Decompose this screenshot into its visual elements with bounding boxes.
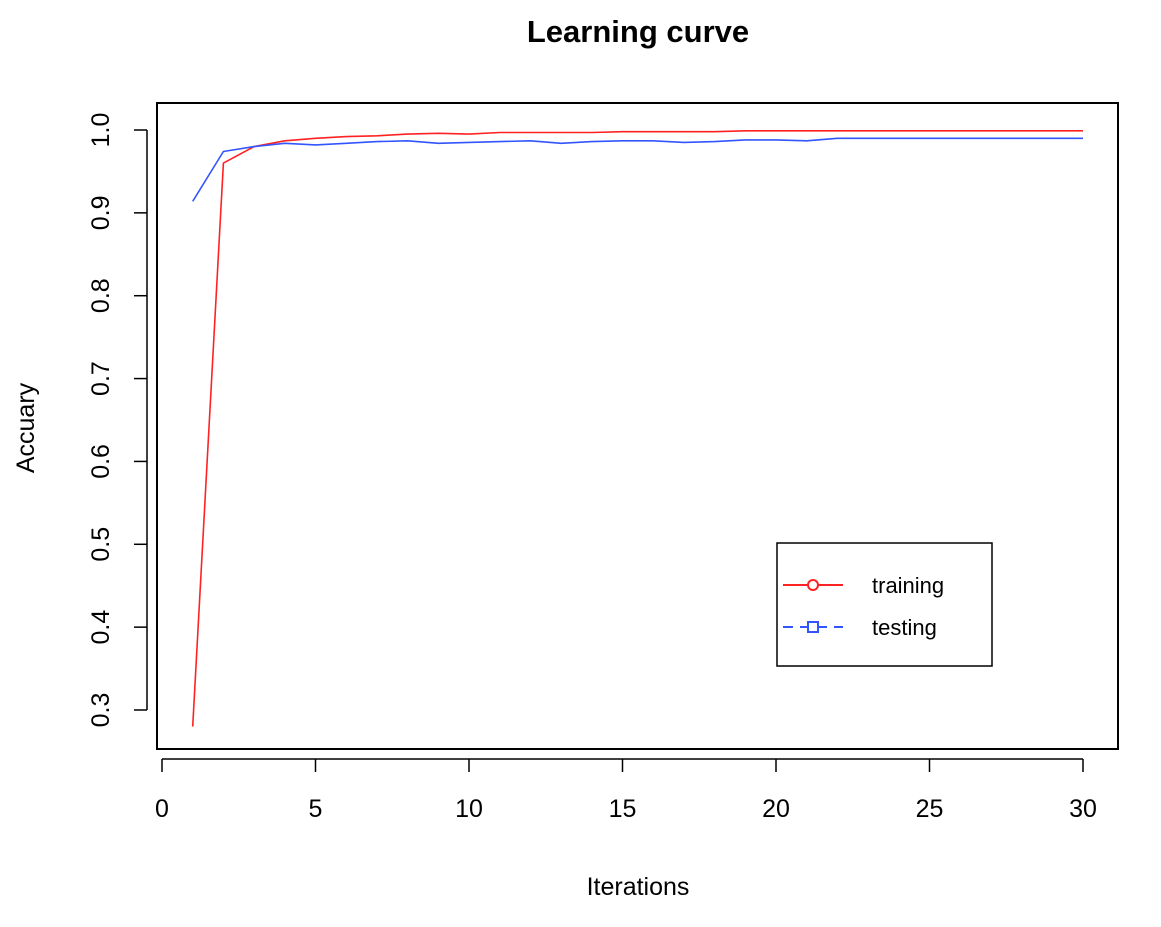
y-tick-label: 0.8 <box>87 278 115 313</box>
chart-title: Learning curve <box>527 14 749 49</box>
legend-marker-testing <box>807 621 819 633</box>
series-line-testing <box>192 137 1083 202</box>
x-axis-title: Iterations <box>587 873 690 901</box>
y-axis-title: Accuary <box>12 382 40 473</box>
legend-label-training: training <box>872 573 944 598</box>
legend: training testing <box>776 542 993 667</box>
x-tick-label: 15 <box>609 795 637 823</box>
legend-marker-training <box>807 579 819 591</box>
legend-box <box>776 542 993 667</box>
y-tick-label: 0.7 <box>87 361 115 396</box>
x-axis: 0 5 10 15 20 25 30 <box>155 758 1097 823</box>
x-tick-label: 0 <box>155 795 169 823</box>
x-tick-label: 20 <box>762 795 790 823</box>
y-tick-label: 0.5 <box>87 527 115 562</box>
y-tick-label: 0.3 <box>87 693 115 728</box>
y-axis: 0.3 0.4 0.5 0.6 0.7 0.8 0.9 1.0 <box>87 113 148 728</box>
x-tick-label: 30 <box>1069 795 1097 823</box>
series-lines <box>191 130 1083 727</box>
x-tick-label: 10 <box>455 795 483 823</box>
x-tick-label: 25 <box>916 795 944 823</box>
legend-label-testing: testing <box>872 615 937 640</box>
plot-area-frame <box>156 102 1119 750</box>
y-tick-label: 0.4 <box>87 610 115 645</box>
x-tick-label: 5 <box>309 795 323 823</box>
series-line-training <box>191 130 1083 727</box>
y-tick-label: 0.6 <box>87 444 115 479</box>
y-tick-label: 1.0 <box>87 113 115 148</box>
y-tick-label: 0.9 <box>87 195 115 230</box>
